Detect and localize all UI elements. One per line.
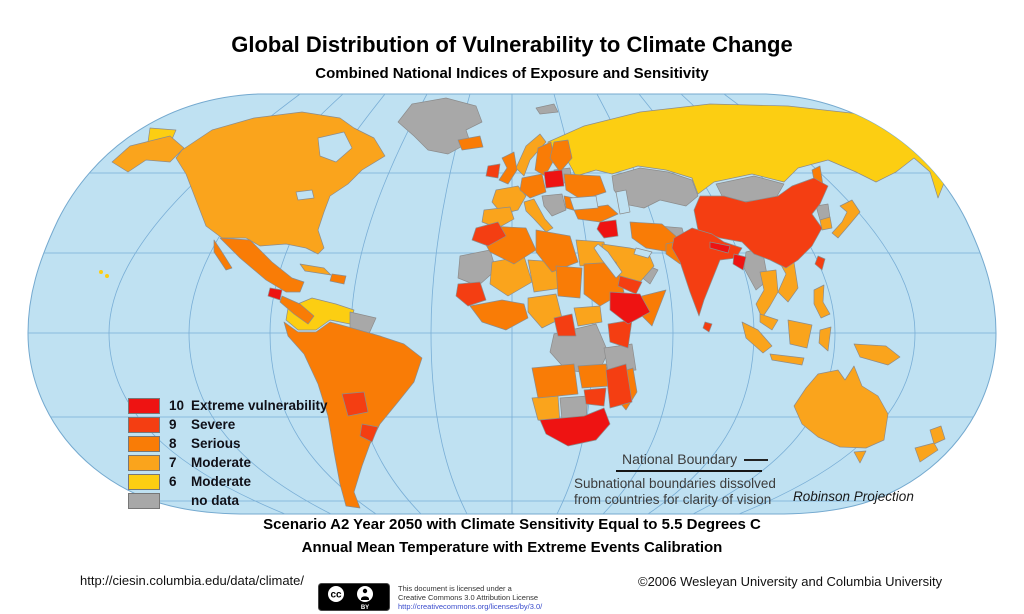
region-svalbard [535,103,559,115]
region-north-america [111,111,386,255]
region-central-europe [541,193,567,217]
data-source-url: http://ciesin.columbia.edu/data/climate/ [80,573,305,588]
copyright: ©2006 Wesleyan University and Columbia U… [638,574,943,589]
legend-item-serious: 8 Serious [128,434,328,453]
legend-label: no data [191,493,240,508]
page-subtitle: Combined National Indices of Exposure an… [315,65,709,82]
region-southeast-asia [755,255,799,331]
legend-swatch-no-data [128,492,160,509]
subnational-note-line1: Subnational boundaries dissolved [574,476,776,491]
legend-value: 6 [169,474,177,489]
region-syria [596,219,619,239]
region-angola [531,363,579,399]
legend-item-severe: 9 Severe [128,415,328,434]
legend: 10 Extreme vulnerability 9 Severe 8 Seri… [128,396,328,510]
region-france [491,185,527,215]
by-glyph: BY [361,605,369,611]
region-colombia-venezuela [285,297,355,331]
region-sweden [534,141,555,177]
region-new-zealand [914,425,946,463]
region-ethiopia [609,291,651,325]
region-poland [543,169,565,189]
legend-swatch-7 [128,454,160,471]
region-bangladesh [732,253,747,271]
legend-label: Extreme vulnerability [191,398,328,413]
legend-item-moderate-6: 6 Moderate [128,472,328,491]
region-finland [549,139,573,173]
region-great-britain [498,151,518,185]
region-cameroon [553,313,577,337]
region-hawaii [99,270,109,278]
projection-label: Robinson Projection [793,489,914,504]
region-nepal [709,241,731,254]
cc-glyph: cc [330,590,342,601]
region-iberia [481,206,515,229]
subnational-note: Subnational boundaries dissolved from co… [574,476,776,508]
legend-swatch-8 [128,435,160,452]
legend-swatch-10 [128,397,160,414]
legend-value: 9 [169,417,177,432]
subnational-note-line2: from countries for clarity of vision [574,492,772,507]
national-boundary-note: National Boundary [622,451,769,467]
region-iceland [457,135,484,151]
region-australia [793,365,889,464]
region-south-africa [539,407,611,447]
license-line2: Creative Commons 3.0 Attribution License [398,593,539,602]
region-indonesia [741,319,901,366]
region-mexico-central-america [213,237,347,325]
region-guinea [455,281,487,307]
legend-label: Serious [191,436,241,451]
region-zambia [577,363,611,389]
license-text: This document is licensed under a Creati… [398,584,542,611]
header: Global Distribution of Vulnerability to … [0,32,1024,82]
legend-value: 10 [169,398,185,413]
region-mauritania [457,249,497,287]
region-taiwan [814,255,826,271]
scenario-line1: Scenario A2 Year 2050 with Climate Sensi… [263,516,761,533]
region-cuba [299,263,332,276]
scenario-line2: Annual Mean Temperature with Extreme Eve… [301,539,723,556]
legend-item-extreme: 10 Extreme vulnerability [128,396,328,415]
region-kenya [607,319,633,349]
region-mozambique [605,363,633,409]
legend-label: Moderate [191,455,252,470]
region-nigeria [527,293,563,329]
page-title: Global Distribution of Vulnerability to … [231,32,793,57]
region-germany [519,173,547,199]
person-icon [362,588,368,594]
inland-seas [569,189,653,279]
region-guatemala [267,287,283,301]
legend-item-moderate-7: 7 Moderate [128,453,328,472]
legend-label: Severe [191,417,236,432]
region-uruguay [359,423,379,443]
legend-item-no-data: no data [128,491,328,510]
region-norway [515,133,547,177]
region-ireland [485,163,501,179]
legend-swatch-9 [128,416,160,433]
license-line1: This document is licensed under a [398,584,512,593]
boundary-line-sample [744,459,769,462]
region-italy [523,198,554,233]
region-china [693,177,829,269]
region-zimbabwe [583,387,607,407]
region-morocco [471,221,507,247]
region-central-african-republic [573,305,603,327]
national-boundary-label: National Boundary [622,451,738,467]
legend-swatch-6 [128,473,160,490]
region-chad [555,265,583,299]
legend-value: 8 [169,436,177,451]
license-link[interactable]: http://creativecommons.org/licenses/by/3… [398,602,543,611]
cc-license-badge[interactable]: cc BY [318,583,390,611]
boundary-underline [616,470,762,472]
region-philippines [813,284,831,319]
region-west-africa-coast [469,299,529,331]
region-japan [831,199,861,239]
scenario-caption: Scenario A2 Year 2050 with Climate Sensi… [0,516,1024,556]
region-paraguay [341,391,369,417]
legend-value: 7 [169,455,177,470]
region-sri-lanka [702,321,713,333]
legend-label: Moderate [191,474,252,489]
